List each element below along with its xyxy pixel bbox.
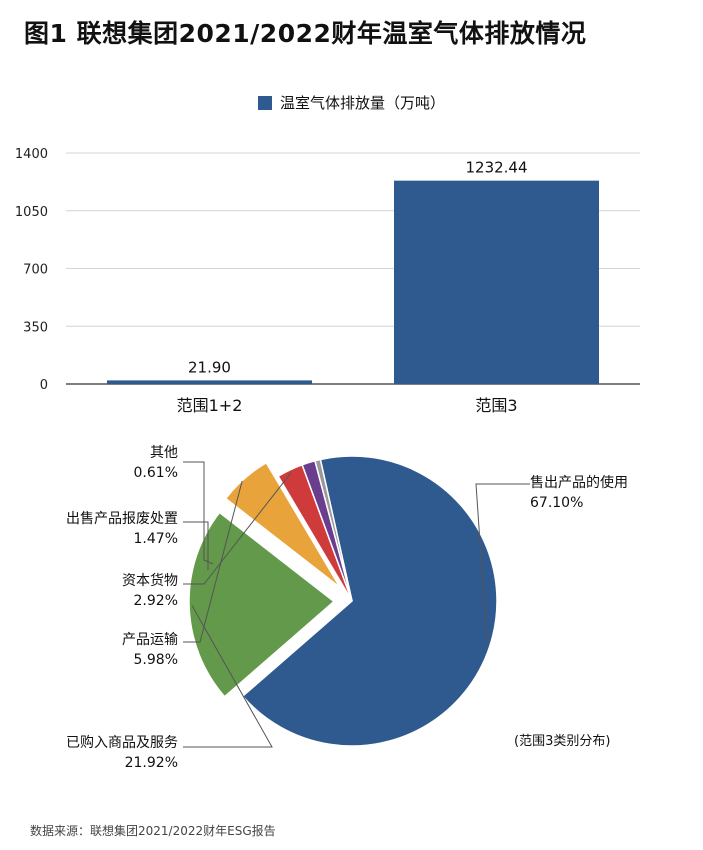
pie-label-text: 资本货物 [122, 573, 178, 589]
pie-label-other: 其他 0.61% [118, 443, 178, 483]
pie-label-transport: 产品运输 5.98% [88, 630, 178, 670]
pie-label-disposal: 出售产品报废处置 1.47% [20, 509, 178, 549]
pie-label-text: 其他 [150, 445, 178, 461]
pie-label-pct: 21.92% [124, 755, 178, 771]
bar [394, 180, 599, 384]
leader-line [183, 605, 273, 748]
pie-label-pct: 5.98% [133, 652, 178, 668]
bar [107, 380, 312, 384]
pie-note: (范围3类别分布) [514, 734, 611, 749]
pie-slice [188, 511, 336, 698]
pie-label-text: 产品运输 [122, 632, 178, 648]
x-tick-label: 范围3 [475, 396, 517, 415]
pie-slice [301, 459, 353, 602]
pie-label-pct: 0.61% [133, 465, 178, 481]
leader-line [183, 472, 292, 585]
pie-label-text: 售出产品的使用 [530, 475, 628, 491]
bar-value-label: 1232.44 [465, 159, 527, 177]
y-tick-label: 700 [23, 263, 48, 278]
pie-slice [277, 463, 353, 602]
leader-line [183, 521, 209, 570]
pie-slice [314, 458, 353, 602]
leader-line [183, 480, 243, 643]
pie-label-text: 已购入商品及服务 [66, 735, 178, 751]
pie-slice [224, 461, 341, 589]
pie-slice [241, 455, 498, 747]
bar-legend: 温室气体排放量（万吨） [0, 92, 703, 113]
legend-label: 温室气体排放量（万吨） [279, 94, 445, 112]
y-tick-label: 1050 [15, 205, 48, 220]
pie-label-purchased-goods: 已购入商品及服务 21.92% [10, 733, 178, 773]
bar-chart: 0 350 700 1050 1400 21.90 范围1+2 1232.44 范围3 [15, 147, 640, 415]
pie-label-pct: 1.47% [133, 531, 178, 547]
pie-label-capital-goods: 资本货物 2.92% [88, 571, 178, 611]
y-tick-label: 1400 [15, 147, 48, 162]
x-tick-label: 范围1+2 [177, 396, 243, 415]
leader-line [183, 461, 214, 565]
pie-label-pct: 67.10% [530, 495, 584, 511]
legend-swatch [257, 95, 272, 110]
pie-label-use-of-sold-products: 售出产品的使用 67.10% [530, 473, 628, 513]
source-note: 数据来源：联想集团2021/2022财年ESG报告 [30, 824, 276, 838]
y-tick-label: 350 [23, 320, 48, 335]
pie-label-text: 出售产品报废处置 [66, 511, 178, 527]
page-title: 图1 联想集团2021/2022财年温室气体排放情况 [24, 19, 587, 48]
pie-label-pct: 2.92% [133, 593, 178, 609]
bar-value-label: 21.90 [188, 358, 231, 376]
y-tick-label: 0 [40, 378, 48, 393]
leader-line [475, 483, 530, 646]
